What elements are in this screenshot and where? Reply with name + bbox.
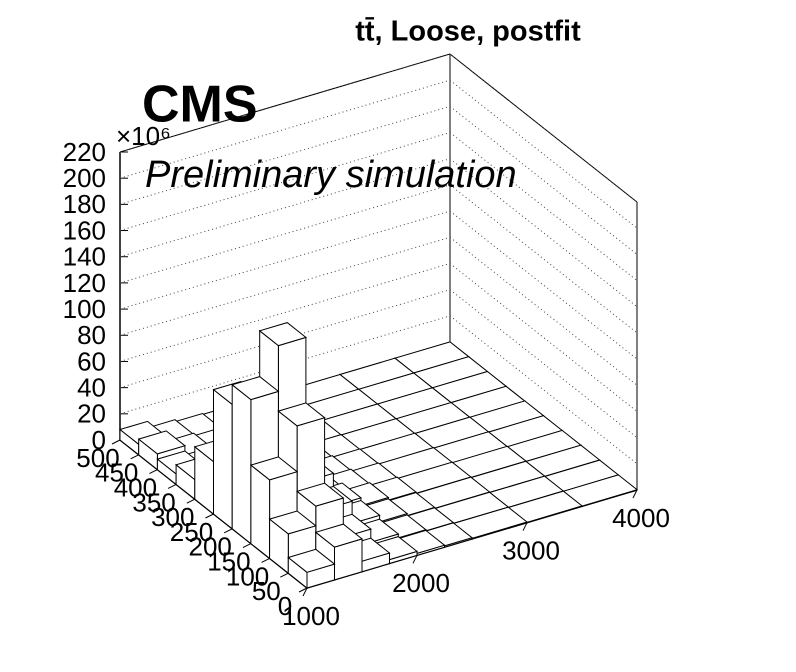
z-tick-label: 200 <box>63 163 106 193</box>
experiment-label: CMS <box>142 76 258 134</box>
grid-line <box>119 158 451 258</box>
x-tick-label: 1000 <box>282 601 340 631</box>
x-tick-label: 3000 <box>502 536 560 566</box>
z-tick-label: 180 <box>63 189 106 219</box>
grid-line <box>449 210 638 360</box>
x-tick-label: 2000 <box>392 568 450 598</box>
grid-line <box>119 262 451 362</box>
y-tick-label: 200 <box>189 532 232 562</box>
y-tick-label: 150 <box>207 546 250 576</box>
y-tick <box>298 587 308 593</box>
y-tick <box>205 513 214 519</box>
z-tick-label: 160 <box>63 215 106 245</box>
bar <box>287 548 336 590</box>
y-tick <box>261 557 270 563</box>
y-tick <box>130 454 139 460</box>
z-tick-label: 220 <box>63 137 106 167</box>
y-tick-label: 350 <box>132 487 175 517</box>
x-tick <box>302 587 308 597</box>
x-tick <box>412 555 418 564</box>
y-tick <box>111 439 121 445</box>
x-tick <box>522 522 528 531</box>
z-tick-label: 120 <box>63 268 106 298</box>
grid-line <box>119 53 451 153</box>
grid-line <box>119 210 451 310</box>
bar-face-top <box>314 523 364 548</box>
grid-line <box>449 236 638 386</box>
z-tick-label: 0 <box>92 425 106 455</box>
y-tick-label: 250 <box>170 517 213 547</box>
bar-face-side <box>213 388 233 530</box>
grid-line <box>449 184 638 334</box>
bar-face-side <box>250 464 271 560</box>
z-tick-label: 40 <box>77 373 106 403</box>
z-tick-label: 60 <box>77 346 106 376</box>
y-tick <box>242 543 252 549</box>
z-multiplier: ×10⁶ <box>116 121 171 151</box>
y-tick <box>223 528 233 534</box>
y-tick <box>280 572 289 578</box>
bar-face-top <box>287 548 336 573</box>
x-tick-label: 4000 <box>612 503 670 533</box>
bar-face-top <box>249 456 299 481</box>
bar-face-top <box>268 510 317 535</box>
grid-line <box>119 132 451 232</box>
y-tick <box>167 483 177 489</box>
bar-face-top <box>296 482 345 507</box>
grid-line <box>119 105 451 205</box>
subtitle: Preliminary simulation <box>145 154 517 196</box>
bar-face-top <box>231 376 280 401</box>
z-tick-label: 140 <box>63 242 106 272</box>
y-tick-label: 400 <box>114 472 157 502</box>
grid-line <box>119 236 451 336</box>
y-tick-label: 0 <box>278 591 292 621</box>
y-tick <box>149 469 158 475</box>
z-tick-label: 100 <box>63 294 106 324</box>
bar-face-top <box>137 430 186 455</box>
y-tick-label: 50 <box>252 576 281 606</box>
y-tick <box>186 498 196 504</box>
bar-face-top <box>277 402 326 427</box>
y-tick-label: 450 <box>95 458 138 488</box>
z-tick-label: 80 <box>77 320 106 350</box>
grid-line <box>119 184 451 284</box>
grid-line <box>119 79 451 179</box>
box-edge <box>449 53 638 203</box>
x-tick <box>632 489 638 499</box>
y-tick-label: 300 <box>151 502 194 532</box>
bar-face-side <box>231 383 252 545</box>
bar-face-top <box>258 322 307 347</box>
z-tick-label: 20 <box>77 399 106 429</box>
chart-title: tt̄, Loose, postfit <box>355 16 581 48</box>
y-tick-label: 500 <box>76 443 119 473</box>
y-tick-label: 100 <box>226 561 269 591</box>
